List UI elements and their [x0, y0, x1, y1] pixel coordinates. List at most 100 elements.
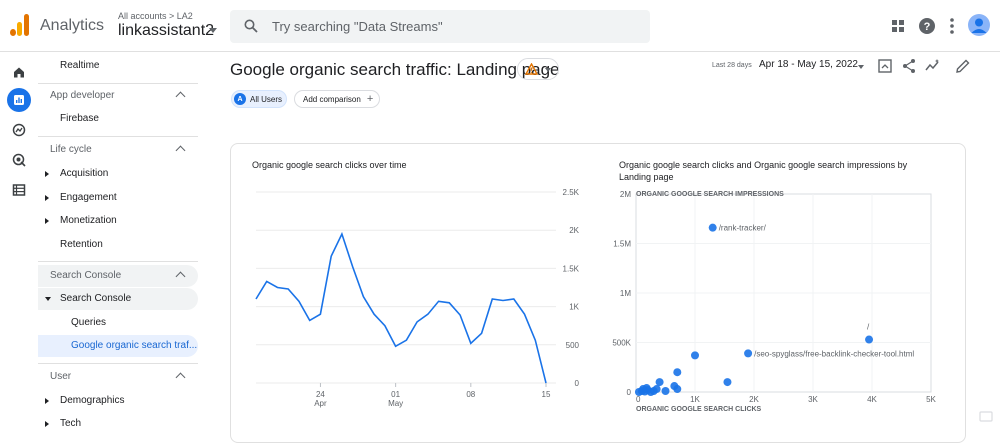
more-vert-icon[interactable]	[942, 16, 962, 36]
chip-label: Add comparison	[303, 94, 361, 104]
nav-section-search-console[interactable]: Search Console	[38, 265, 198, 287]
nav-queries[interactable]: Queries	[71, 317, 107, 328]
nav-firebase[interactable]: Firebase	[60, 113, 99, 124]
collapse-icon	[175, 372, 186, 383]
configure-icon[interactable]	[7, 178, 31, 202]
reports-icon[interactable]	[7, 88, 31, 112]
nav-item-label: Monetization	[60, 215, 117, 226]
expand-icon	[45, 398, 49, 404]
y-tick-label: 2M	[620, 190, 631, 199]
nav-section-user[interactable]: User	[38, 366, 198, 388]
y-tick-label: 1K	[569, 303, 579, 312]
data-quality-button[interactable]	[517, 58, 559, 80]
search-bar[interactable]: Try searching "Data Streams"	[230, 10, 650, 43]
nav-retention[interactable]: Retention	[60, 239, 103, 250]
nav-divider	[38, 83, 198, 84]
x-axis-label: ORGANIC GOOGLE SEARCH CLICKS	[636, 406, 762, 413]
scatter-point	[691, 351, 699, 360]
collapse-icon	[175, 271, 186, 282]
top-bar: Analytics All accounts > LA2 linkassista…	[0, 0, 1000, 52]
svg-text:?: ?	[924, 21, 931, 33]
y-tick-label: 1.5K	[563, 264, 580, 273]
chip-label: All Users	[250, 94, 283, 104]
scatter-chart[interactable]: 2M 1.5M 1M 500K 00 1K 2K 3K 4K 5K ORGANIC GOOGLE S…	[611, 184, 951, 414]
report-main: Google organic search traffic: Landing p…	[200, 52, 1000, 443]
collapse-icon	[175, 91, 186, 102]
expanded-icon	[45, 297, 51, 301]
search-input[interactable]: Try searching "Data Streams"	[272, 19, 443, 34]
scatter-point	[673, 385, 682, 394]
nav-search-console[interactable]: Search Console	[38, 288, 198, 310]
left-rail	[0, 52, 38, 435]
share-icon[interactable]	[900, 57, 918, 75]
nav-acquisition[interactable]: Acquisition	[38, 163, 198, 185]
scatter-point	[865, 335, 874, 344]
date-range-picker[interactable]: Apr 18 - May 15, 2022	[759, 59, 858, 70]
y-tick-label: 500	[566, 341, 580, 350]
date-range-label[interactable]: Last 28 days	[712, 62, 752, 69]
x-tick-month-label: May	[388, 399, 403, 408]
help-icon[interactable]: ?	[917, 16, 937, 36]
nav-item-label: Demographics	[60, 395, 125, 406]
point-label: /rank-tracker/	[719, 224, 767, 233]
nav-item-label: Acquisition	[60, 168, 109, 179]
insights-icon[interactable]	[924, 57, 942, 75]
nav-google-organic-search-traffic[interactable]: Google organic search traf...	[38, 335, 198, 357]
scatter-point	[708, 223, 717, 232]
nav-item-label: Engagement	[60, 192, 117, 203]
nav-section-label: Search Console	[50, 270, 122, 281]
nav-section-label: App developer	[50, 90, 115, 101]
home-icon[interactable]	[7, 60, 31, 84]
y-tick-label: 1.5M	[613, 240, 631, 249]
expand-icon	[45, 195, 49, 201]
scatter-point	[744, 349, 753, 358]
scatter-point	[661, 387, 670, 396]
nav-realtime[interactable]: Realtime	[60, 60, 100, 71]
x-tick-label: 5K	[926, 395, 936, 404]
x-tick-month-label: Apr	[314, 399, 327, 408]
nav-section-app-developer[interactable]: App developer	[38, 85, 198, 107]
add-comparison-button[interactable]: Add comparison +	[294, 90, 380, 108]
all-users-chip[interactable]: A All Users	[231, 90, 287, 108]
apps-grid-icon[interactable]	[888, 16, 908, 36]
nav-tech[interactable]: Tech	[38, 413, 198, 435]
nav-section-life-cycle[interactable]: Life cycle	[38, 139, 198, 161]
y-tick-label: 1M	[620, 289, 631, 298]
nav-engagement[interactable]: Engagement	[38, 187, 198, 209]
advertising-icon[interactable]	[7, 148, 31, 172]
x-tick-label: 01	[391, 390, 400, 399]
scatter-point	[655, 378, 664, 387]
charts-card: Organic google search clicks over time 2…	[230, 143, 966, 443]
nav-divider	[38, 136, 198, 137]
nav-section-label: Life cycle	[50, 144, 92, 155]
customize-report-icon[interactable]	[876, 57, 894, 75]
expand-icon	[45, 421, 49, 427]
collapse-icon	[175, 145, 186, 156]
x-tick-label: 1K	[690, 395, 700, 404]
x-tick-label: 08	[466, 390, 475, 399]
analytics-logo[interactable]	[10, 14, 30, 36]
nav-divider	[38, 363, 198, 364]
app-name: Analytics	[40, 17, 105, 34]
edit-icon[interactable]	[954, 57, 972, 75]
x-tick-label: 15	[542, 390, 551, 399]
series-line	[255, 231, 547, 384]
explore-icon[interactable]	[7, 118, 31, 142]
page-title: Google organic search traffic: Landing p…	[230, 60, 560, 79]
nav-monetization[interactable]: Monetization	[38, 210, 198, 232]
plus-icon: +	[366, 93, 374, 105]
date-dropdown-icon[interactable]	[858, 65, 864, 69]
account-dropdown-icon[interactable]	[209, 28, 217, 33]
feedback-icon[interactable]	[978, 409, 994, 425]
account-selector[interactable]: linkassistant2	[118, 22, 215, 39]
nav-demographics[interactable]: Demographics	[38, 390, 198, 412]
y-tick-label: 2.5K	[563, 188, 580, 197]
point-label: /	[867, 323, 870, 332]
scatter-point	[673, 368, 682, 377]
account-path[interactable]: All accounts > LA2	[118, 11, 193, 21]
x-tick-label: 24	[316, 390, 325, 399]
y-tick-label: 0	[575, 379, 580, 388]
segment-badge: A	[234, 93, 246, 105]
avatar[interactable]	[968, 14, 990, 36]
